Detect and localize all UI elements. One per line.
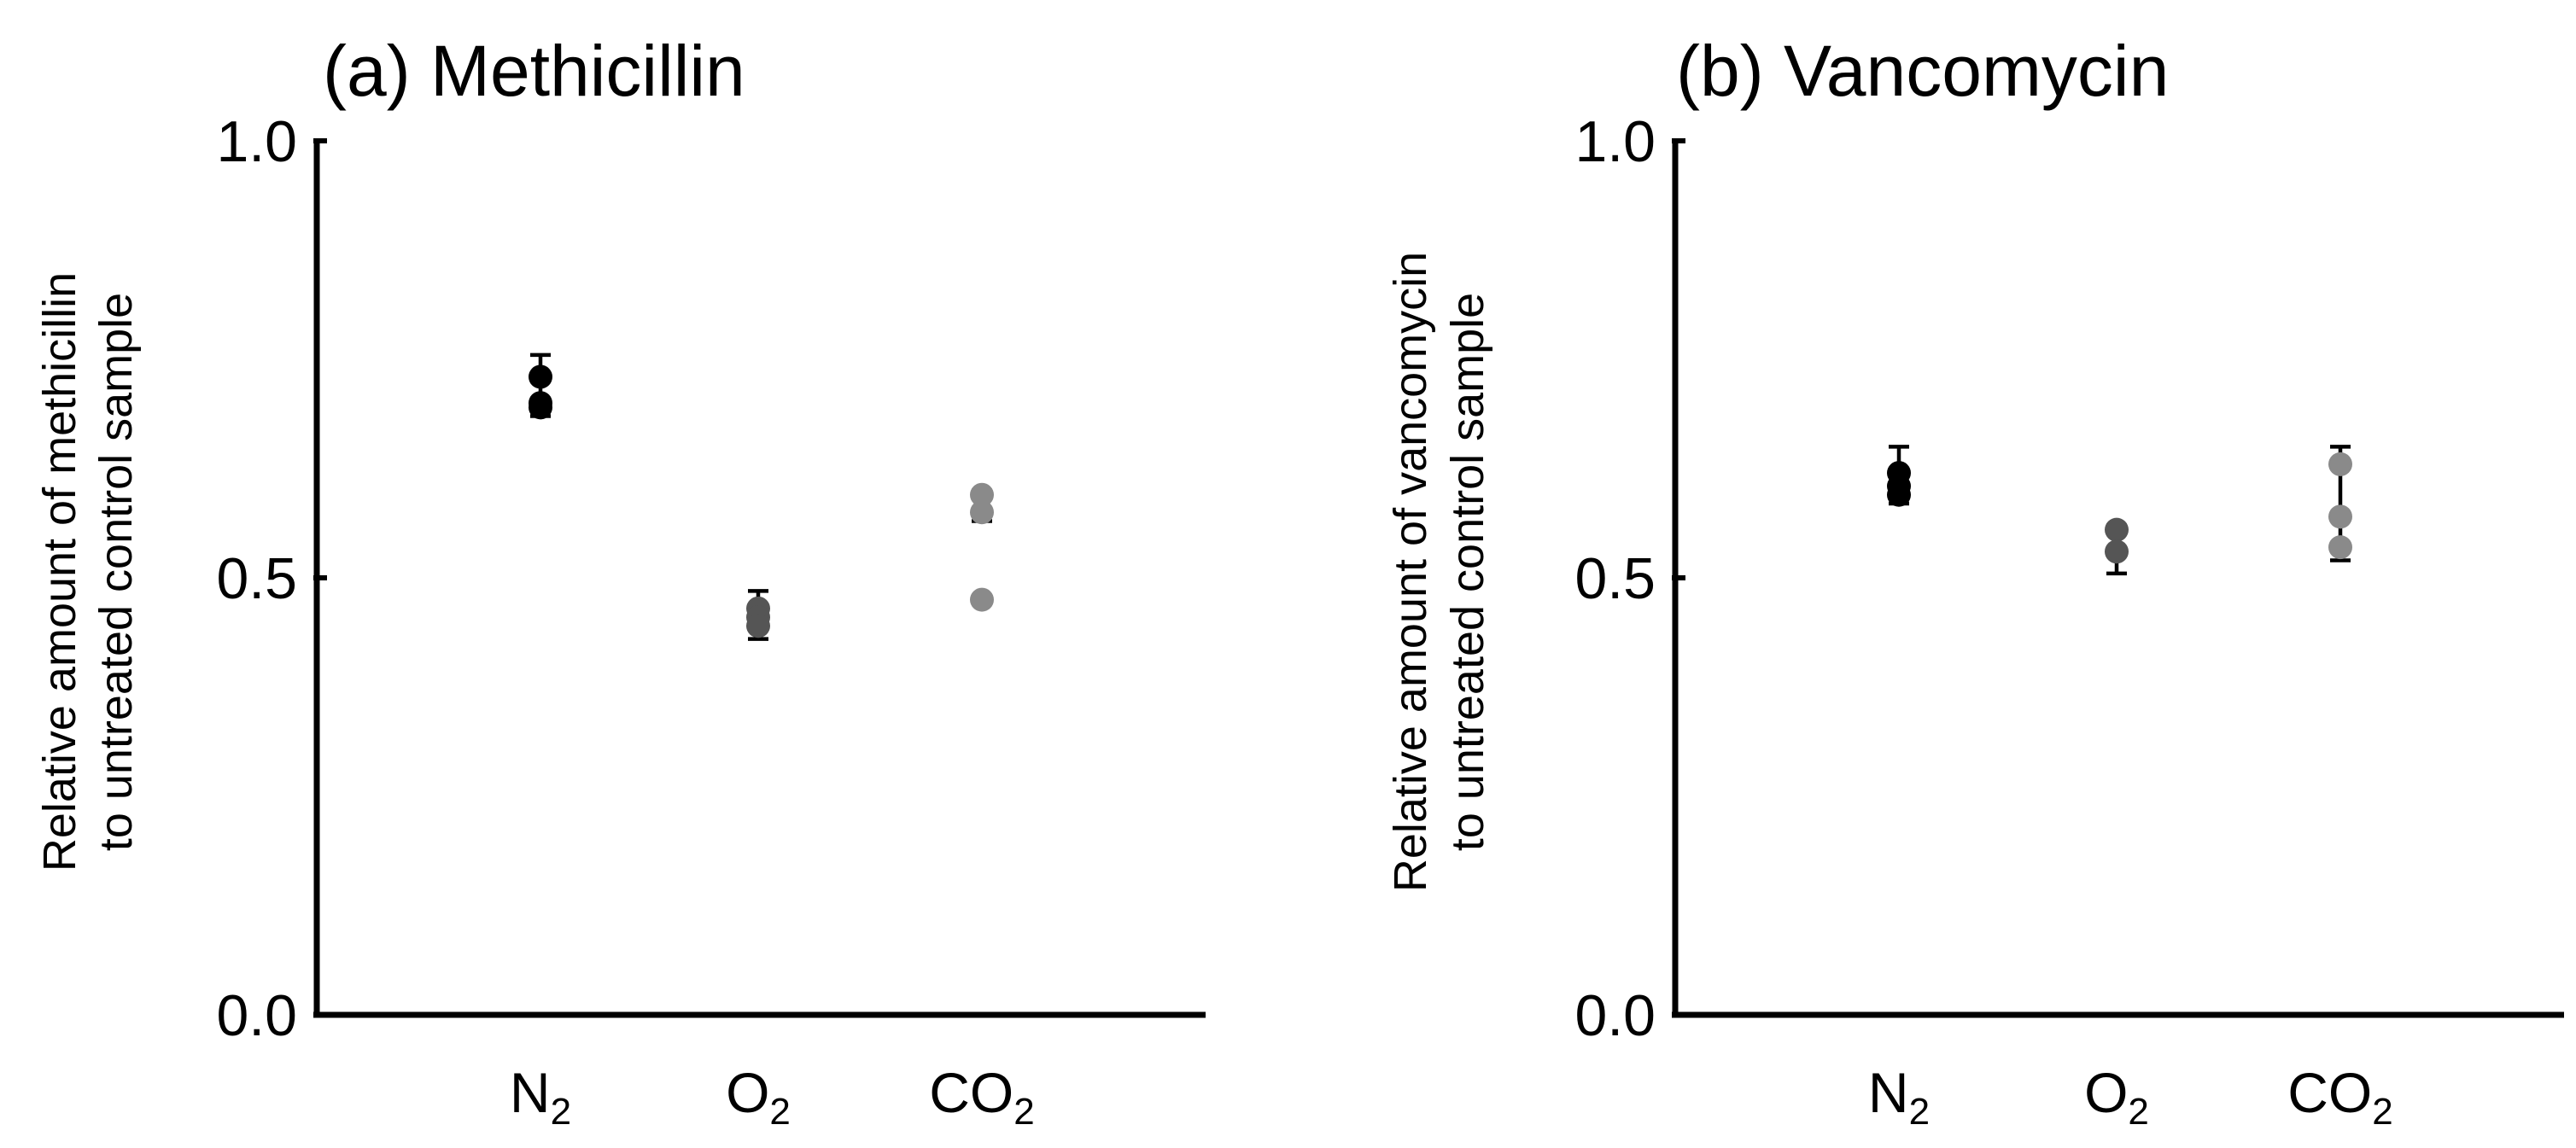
data-point: [970, 482, 994, 507]
data-point: [529, 364, 552, 389]
x-categories: N2 O2 CO2: [510, 1061, 1035, 1133]
x-category-label: O2: [2084, 1061, 2149, 1133]
x-category-label: N2: [1868, 1061, 1930, 1133]
category-subscript: 2: [1013, 1091, 1034, 1133]
x-category-label: N2: [510, 1061, 571, 1133]
panel-title: (a) Methicillin: [323, 31, 745, 111]
category-main-text: N: [1868, 1061, 1909, 1124]
category-subscript: 2: [769, 1091, 790, 1133]
category-main-text: O: [2084, 1061, 2128, 1124]
data-points: [529, 353, 994, 641]
category-main-text: O: [726, 1061, 769, 1124]
category-subscript: 2: [2128, 1091, 2148, 1133]
y-tick-label: 0.0: [1574, 983, 1656, 1048]
y-tick-label: 1.0: [1574, 109, 1656, 174]
data-point: [2105, 539, 2129, 564]
x-categories: N2 O2 CO2: [1868, 1061, 2393, 1133]
y-axis-label-line-2: to untreated control sample: [91, 293, 142, 851]
panel-title: (b) Vancomycin: [1676, 31, 2169, 111]
y-ticks: 0.0 0.5 1.0: [216, 109, 327, 1048]
panel-vancomycin: (b) Vancomycin Relative amount of vancom…: [1385, 31, 2564, 1133]
category-main-text: CO: [929, 1061, 1013, 1124]
category-subscript: 2: [551, 1091, 571, 1133]
y-tick-label: 0.5: [216, 546, 297, 611]
y-axis-label-line-1: Relative amount of vancomycin: [1385, 252, 1436, 892]
data-point: [970, 587, 994, 612]
category-main-text: CO: [2287, 1061, 2372, 1124]
panel-methicillin: (a) Methicillin Relative amount of methi…: [34, 31, 1206, 1133]
x-category-label: O2: [726, 1061, 791, 1133]
y-tick-label: 0.5: [1574, 546, 1656, 611]
data-point: [970, 500, 994, 525]
data-point: [2105, 517, 2129, 542]
data-point: [746, 614, 770, 638]
data-point: [529, 395, 552, 420]
data-point: [2328, 452, 2352, 476]
y-tick-label: 0.0: [216, 983, 297, 1048]
data-points: [1887, 445, 2352, 576]
data-point: [2328, 504, 2352, 529]
y-axis-label-line-1: Relative amount of methicillin: [34, 272, 85, 871]
data-point: [1887, 482, 1911, 507]
data-point: [2328, 535, 2352, 560]
x-category-label: CO2: [929, 1061, 1034, 1133]
category-subscript: 2: [2372, 1091, 2392, 1133]
y-ticks: 0.0 0.5 1.0: [1574, 109, 1685, 1048]
y-tick-label: 1.0: [216, 109, 297, 174]
category-subscript: 2: [1909, 1091, 1930, 1133]
x-category-label: CO2: [2287, 1061, 2392, 1133]
y-axis-label-line-2: to untreated control sample: [1442, 293, 1493, 851]
category-main-text: N: [510, 1061, 551, 1124]
